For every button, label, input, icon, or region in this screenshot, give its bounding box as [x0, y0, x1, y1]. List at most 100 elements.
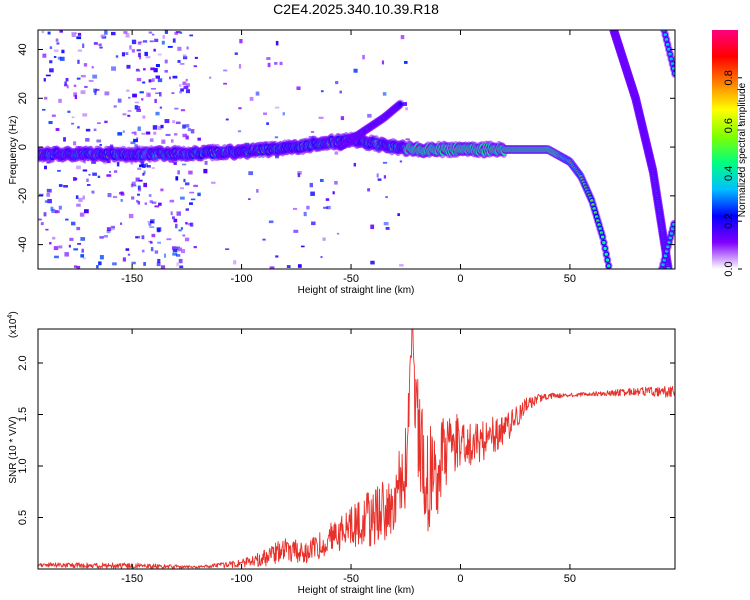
- heatmap-cell: [88, 173, 91, 176]
- heatmap-cell: [334, 180, 338, 185]
- heatmap-cell: [666, 266, 671, 269]
- heatmap-cell: [131, 261, 136, 265]
- heatmap-cell: [85, 137, 90, 142]
- heatmap-cell: [73, 141, 77, 146]
- heatmap-cell: [107, 193, 112, 198]
- heatmap-cell: [43, 212, 47, 217]
- heatmap-cell: [134, 144, 138, 149]
- heatmap-cell: [99, 144, 102, 146]
- heatmap-cell: [239, 39, 243, 44]
- heatmap-cell: [180, 187, 185, 190]
- heatmap-cell: [78, 197, 83, 203]
- x-tick-label: 0: [457, 273, 463, 285]
- heatmap-cell: [58, 205, 62, 210]
- heatmap-cell: [225, 118, 229, 121]
- heatmap-cell: [63, 185, 68, 188]
- heatmap-cell: [144, 163, 148, 168]
- x-tick-label: -100: [231, 273, 253, 285]
- heatmap-cell: [293, 229, 299, 233]
- heatmap-cell: [186, 46, 189, 50]
- heatmap-cell: [142, 81, 146, 84]
- heatmap-cell: [76, 203, 81, 207]
- heatmap-cell: [91, 190, 95, 194]
- heatmap-cell: [249, 96, 254, 101]
- heatmap-cell: [134, 101, 140, 104]
- heatmap-cell: [238, 64, 242, 69]
- heatmap-cell: [148, 31, 153, 34]
- heatmap-cell: [154, 250, 159, 254]
- heatmap-cell: [119, 191, 123, 195]
- heatmap-cell: [120, 199, 123, 202]
- heatmap-cell: [267, 62, 271, 68]
- heatmap-cell: [184, 182, 190, 186]
- heatmap-cell: [193, 184, 198, 187]
- heatmap-cell: [340, 116, 345, 121]
- heatmap-cell: [77, 243, 82, 245]
- heatmap-cell: [353, 162, 357, 167]
- heatmap-cell: [61, 49, 65, 54]
- heatmap-cell: [115, 55, 119, 58]
- heatmap-cell: [151, 201, 157, 204]
- heatmap-cell: [112, 262, 117, 266]
- heatmap-cell: [185, 208, 189, 211]
- heatmap-cell: [80, 237, 86, 241]
- heatmap-cell: [84, 209, 89, 214]
- heatmap-cell: [190, 129, 195, 134]
- heatmap-cell: [63, 83, 68, 87]
- heatmap-cell: [73, 248, 78, 251]
- heatmap-cell: [606, 264, 611, 268]
- heatmap-cell: [93, 42, 98, 45]
- heatmap-cell: [93, 88, 97, 93]
- heatmap-cell: [164, 119, 170, 124]
- colorbar-tick-label: 0.8: [723, 70, 735, 85]
- heatmap-cell: [148, 194, 152, 197]
- heatmap-cell: [55, 210, 60, 214]
- heatmap-cell: [174, 31, 179, 35]
- heatmap-cell: [46, 188, 52, 193]
- heatmap-cell: [185, 135, 189, 140]
- heatmap-cell: [286, 265, 291, 268]
- heatmap-cell: [160, 188, 164, 192]
- heatmap-cell: [237, 130, 242, 133]
- heatmap-cell: [145, 56, 151, 59]
- heatmap-cell: [111, 66, 117, 71]
- heatmap-cell: [108, 170, 112, 173]
- heatmap-cell: [112, 195, 118, 199]
- heatmap-cell: [154, 205, 160, 208]
- heatmap-cell: [155, 92, 160, 94]
- heatmap-cell: [82, 43, 85, 48]
- heatmap-cell: [76, 165, 81, 170]
- snr-x-label: Height of straight line (km): [298, 585, 415, 596]
- heatmap-cell: [58, 245, 63, 249]
- heatmap-cell: [63, 137, 66, 142]
- heatmap-cell: [162, 34, 165, 39]
- heatmap-cell: [172, 38, 176, 43]
- heatmap-cell: [397, 213, 400, 217]
- heatmap-cell: [182, 81, 187, 86]
- heatmap-cell: [255, 91, 260, 96]
- heatmap-cell: [92, 74, 98, 79]
- heatmap-cell: [320, 90, 324, 93]
- heatmap-cell: [53, 246, 59, 251]
- heatmap-cell: [84, 85, 88, 88]
- heatmap-cell: [605, 258, 610, 262]
- heatmap-cell: [81, 248, 84, 253]
- heatmap-cell: [98, 43, 102, 47]
- heatmap-cell: [188, 170, 193, 175]
- heatmap-cell: [183, 85, 189, 90]
- heatmap-cell: [130, 183, 134, 188]
- heatmap-cell: [149, 200, 153, 203]
- heatmap-cell: [266, 57, 271, 60]
- heatmap-cell: [123, 31, 128, 34]
- heatmap-cell: [233, 260, 237, 265]
- heatmap-cell: [180, 88, 184, 92]
- heatmap-cell: [185, 124, 190, 128]
- heatmap-cell: [175, 246, 180, 251]
- heatmap-cell: [339, 90, 342, 94]
- heatmap-cell: [55, 38, 59, 42]
- heatmap-cell: [204, 160, 208, 165]
- colorbar-tick-label: 0.6: [723, 118, 735, 133]
- heatmap-cell: [128, 213, 134, 219]
- heatmap-cell: [106, 174, 112, 177]
